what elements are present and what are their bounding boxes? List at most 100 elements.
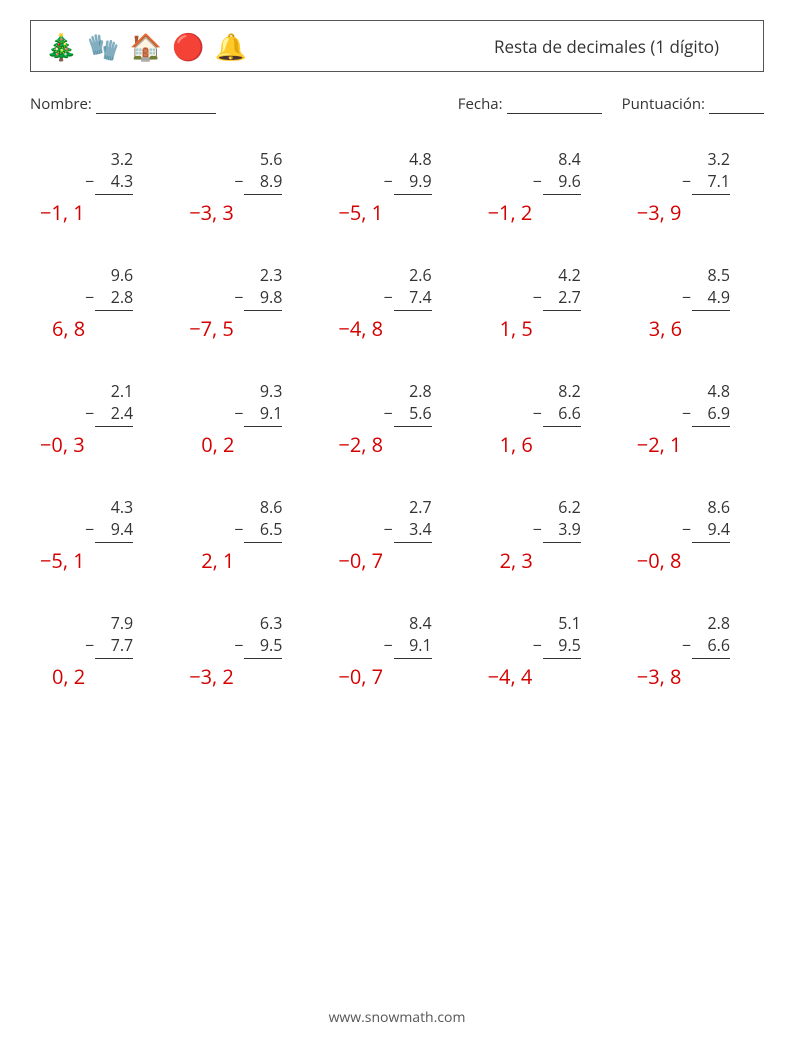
minus-sign: − xyxy=(383,402,393,424)
problem-cell: 8.6−9.4−0, 8 xyxy=(631,496,760,574)
answer: −4, 8 xyxy=(332,315,383,342)
subtrahend: 7.7 xyxy=(95,634,133,659)
minus-sign: − xyxy=(682,402,692,424)
subtrahend: 9.4 xyxy=(95,518,133,543)
problem-stack: 8.4−9.6 xyxy=(482,148,611,195)
answer: −3, 3 xyxy=(183,199,234,226)
score-field: Puntuación: xyxy=(622,94,764,114)
subtrahend-row: −6.6 xyxy=(533,402,581,427)
subtrahend-row: −9.1 xyxy=(383,634,431,659)
problem-stack: 9.3−9.1 xyxy=(183,380,312,427)
problem-stack: 3.2−4.3 xyxy=(34,148,163,195)
problem-cell: 2.6−7.4−4, 8 xyxy=(332,264,461,342)
worksheet-title: Resta de decimales (1 dígito) xyxy=(494,35,749,58)
problem-stack: 2.1−2.4 xyxy=(34,380,163,427)
problem-stack: 3.2−7.1 xyxy=(631,148,760,195)
problem-stack: 4.3−9.4 xyxy=(34,496,163,543)
ornament-icon: 🔴 xyxy=(172,33,204,59)
subtrahend: 6.6 xyxy=(543,402,581,427)
problem-cell: 6.2−3.92, 3 xyxy=(482,496,611,574)
date-field: Fecha: xyxy=(458,94,602,114)
minuend: 3.2 xyxy=(707,148,730,170)
answer: −5, 1 xyxy=(34,547,85,574)
minuend: 8.5 xyxy=(707,264,730,286)
subtrahend-row: −9.4 xyxy=(682,518,730,543)
problems-grid: 3.2−4.3−1, 15.6−8.9−3, 34.8−9.9−5, 18.4−… xyxy=(30,148,764,690)
subtrahend: 9.5 xyxy=(543,634,581,659)
subtrahend: 6.5 xyxy=(244,518,282,543)
subtrahend: 6.6 xyxy=(692,634,730,659)
answer: −1, 1 xyxy=(34,199,85,226)
subtrahend: 4.3 xyxy=(95,170,133,195)
problem-cell: 2.8−6.6−3, 8 xyxy=(631,612,760,690)
problem-stack: 5.1−9.5 xyxy=(482,612,611,659)
problem-cell: 2.8−5.6−2, 8 xyxy=(332,380,461,458)
subtrahend: 7.1 xyxy=(692,170,730,195)
answer: −3, 2 xyxy=(183,663,234,690)
problem-cell: 8.6−6.52, 1 xyxy=(183,496,312,574)
subtrahend-row: −2.4 xyxy=(85,402,133,427)
problem-cell: 8.4−9.6−1, 2 xyxy=(482,148,611,226)
answer: −0, 8 xyxy=(631,547,682,574)
subtrahend: 2.4 xyxy=(95,402,133,427)
name-line[interactable] xyxy=(96,100,216,114)
answer: 1, 6 xyxy=(482,431,533,458)
date-line[interactable] xyxy=(507,100,602,114)
mitten-icon: 🧤 xyxy=(87,33,119,59)
minuend: 4.8 xyxy=(707,380,730,402)
minuend: 3.2 xyxy=(111,148,134,170)
name-field: Nombre: xyxy=(30,94,308,114)
minus-sign: − xyxy=(533,170,543,192)
subtrahend-row: −7.7 xyxy=(85,634,133,659)
problem-stack: 7.9−7.7 xyxy=(34,612,163,659)
answer: −0, 3 xyxy=(34,431,85,458)
minuend: 8.6 xyxy=(707,496,730,518)
subtrahend-row: −9.8 xyxy=(234,286,282,311)
minuend: 5.6 xyxy=(260,148,283,170)
answer: 3, 6 xyxy=(631,315,682,342)
subtrahend-row: −4.9 xyxy=(682,286,730,311)
meta-row: Nombre: Fecha: Puntuación: xyxy=(30,94,764,114)
minuend: 5.1 xyxy=(558,612,581,634)
subtrahend: 9.8 xyxy=(244,286,282,311)
minus-sign: − xyxy=(682,170,692,192)
minuend: 2.7 xyxy=(409,496,432,518)
minuend: 6.2 xyxy=(558,496,581,518)
answer: −4, 4 xyxy=(482,663,533,690)
minus-sign: − xyxy=(682,286,692,308)
subtrahend-row: −2.8 xyxy=(85,286,133,311)
subtrahend: 9.1 xyxy=(394,634,432,659)
minus-sign: − xyxy=(383,286,393,308)
problem-stack: 4.8−9.9 xyxy=(332,148,461,195)
answer: −0, 7 xyxy=(332,547,383,574)
minus-sign: − xyxy=(234,518,244,540)
minus-sign: − xyxy=(85,170,95,192)
minus-sign: − xyxy=(533,634,543,656)
subtrahend: 9.4 xyxy=(692,518,730,543)
minuend: 4.8 xyxy=(409,148,432,170)
minus-sign: − xyxy=(85,634,95,656)
house-icon: 🏠 xyxy=(130,33,162,59)
minuend: 6.3 xyxy=(260,612,283,634)
problem-cell: 2.3−9.8−7, 5 xyxy=(183,264,312,342)
problem-stack: 8.5−4.9 xyxy=(631,264,760,311)
answer: 0, 2 xyxy=(183,431,234,458)
subtrahend-row: −3.9 xyxy=(533,518,581,543)
minuend: 8.4 xyxy=(409,612,432,634)
problem-stack: 6.3−9.5 xyxy=(183,612,312,659)
problem-cell: 2.1−2.4 −0, 3 xyxy=(34,380,163,458)
minus-sign: − xyxy=(85,402,95,424)
date-label: Fecha: xyxy=(458,94,503,114)
subtrahend-row: −7.4 xyxy=(383,286,431,311)
problem-stack: 2.8−6.6 xyxy=(631,612,760,659)
minus-sign: − xyxy=(383,634,393,656)
minus-sign: − xyxy=(383,170,393,192)
subtrahend-row: −9.6 xyxy=(533,170,581,195)
subtrahend-row: −7.1 xyxy=(682,170,730,195)
score-line[interactable] xyxy=(709,100,764,114)
subtrahend-row: −9.5 xyxy=(234,634,282,659)
problem-cell: 3.2−4.3 −1, 1 xyxy=(34,148,163,226)
minuend: 2.6 xyxy=(409,264,432,286)
header-icons: 🎄🧤🏠🔴🔔 xyxy=(45,33,247,59)
minuend: 8.6 xyxy=(260,496,283,518)
